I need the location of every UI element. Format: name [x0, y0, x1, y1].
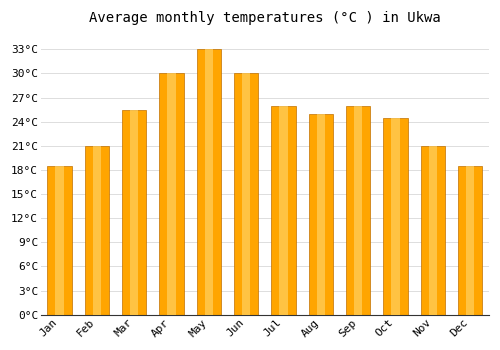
Bar [346, 106, 370, 315]
Bar [309, 114, 333, 315]
Bar [85, 146, 109, 315]
Bar [316, 114, 325, 315]
Bar [48, 166, 72, 315]
Bar [421, 146, 445, 315]
Bar [160, 74, 184, 315]
Bar [122, 110, 146, 315]
Bar [354, 106, 362, 315]
Bar [204, 49, 213, 315]
Bar [130, 110, 138, 315]
Bar [392, 118, 400, 315]
Bar [272, 106, 295, 315]
Bar [92, 146, 101, 315]
Bar [428, 146, 437, 315]
Title: Average monthly temperatures (°C ) in Ukwa: Average monthly temperatures (°C ) in Uk… [89, 11, 441, 25]
Bar [234, 74, 258, 315]
Bar [384, 118, 407, 315]
Bar [242, 74, 250, 315]
Bar [280, 106, 288, 315]
Bar [168, 74, 176, 315]
Bar [466, 166, 474, 315]
Bar [458, 166, 482, 315]
Bar [197, 49, 221, 315]
Bar [56, 166, 64, 315]
